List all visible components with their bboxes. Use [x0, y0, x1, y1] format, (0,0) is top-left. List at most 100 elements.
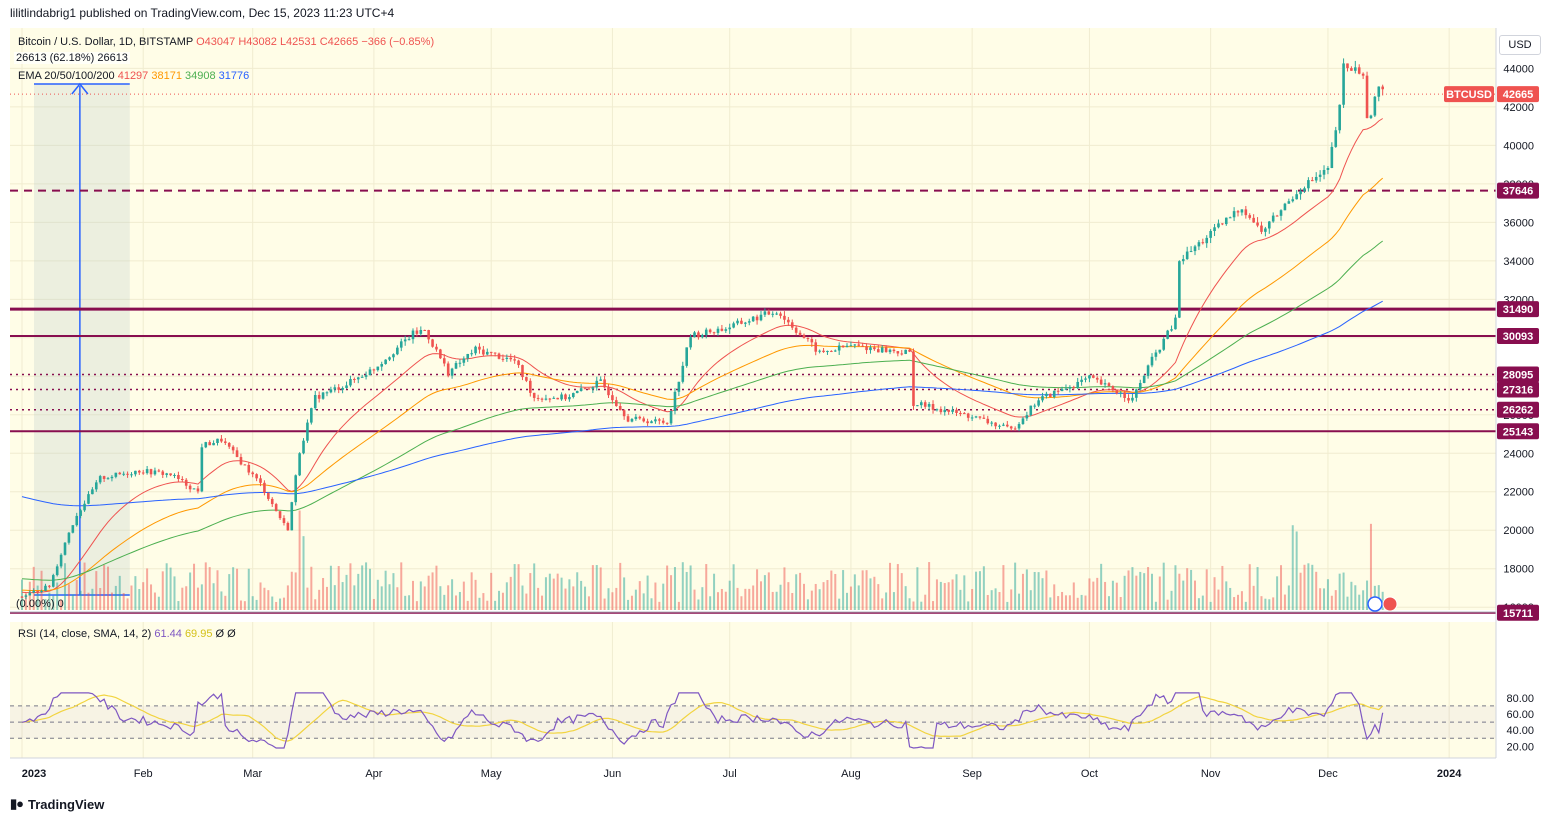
candle-body [525, 377, 528, 381]
price-tick-label: 44000 [1503, 63, 1534, 75]
candle-body [384, 359, 387, 365]
measure-tool[interactable] [34, 82, 130, 596]
volume-bar [173, 576, 176, 610]
volume-bar [826, 580, 829, 610]
candle-body [153, 470, 157, 475]
volume-bar [21, 579, 23, 610]
candle-body [916, 405, 919, 407]
measure-legend: 26613 (62.18%) 26613 [14, 52, 130, 64]
candle-body [1006, 424, 1009, 427]
volume-bar [1143, 573, 1146, 610]
candle-body [345, 385, 348, 388]
volume-bar [243, 601, 246, 610]
ohlc-low: L42531 [279, 36, 317, 48]
candle-body [446, 363, 450, 376]
candle-body [298, 453, 301, 476]
volume-bar [595, 565, 598, 610]
volume-bar [79, 590, 82, 610]
level-badge-label: 27316 [1503, 384, 1534, 396]
candle-body [118, 472, 122, 475]
volume-bar [318, 589, 321, 610]
volume-bar [1248, 564, 1251, 610]
volume-bar [1190, 569, 1193, 610]
candle-body [693, 332, 696, 338]
rsi-legend[interactable]: RSI (14, close, SMA, 14, 2) 61.44 69.95 … [18, 628, 236, 640]
candle-body [94, 482, 98, 490]
volume-bar [1010, 589, 1013, 610]
time-tick-label: Aug [841, 768, 861, 780]
candle-body [442, 358, 446, 364]
candle-body [83, 503, 86, 511]
volume-bar [1006, 601, 1009, 610]
volume-bar [314, 599, 317, 610]
volume-bar [1061, 591, 1064, 610]
volume-bar [431, 572, 434, 610]
level-badge [1497, 604, 1539, 621]
candle-body [826, 350, 829, 353]
rsi-pane-bg [10, 622, 1496, 758]
volume-bar [654, 582, 657, 610]
level-badge [1497, 366, 1539, 383]
volume-bar [1323, 588, 1326, 610]
candle-body [1142, 375, 1146, 383]
candle-body [1228, 217, 1232, 219]
candle-body [157, 470, 161, 472]
volume-bar [451, 579, 454, 610]
candle-body [1076, 381, 1079, 388]
candle-body [642, 418, 645, 422]
candle-body [1365, 75, 1369, 119]
volume-bar [1045, 570, 1048, 610]
candle-body [869, 347, 872, 351]
volume-bar [885, 592, 888, 610]
volume-bar [349, 563, 352, 610]
tradingview-logo[interactable]: ▮● TradingView [10, 796, 104, 812]
candle-body [403, 339, 407, 342]
ema-legend[interactable]: EMA 20/50/100/200 41297 38171 34908 3177… [18, 70, 249, 82]
time-tick-label: Sep [962, 768, 982, 780]
candle-body [1189, 251, 1193, 253]
level-badge [1497, 423, 1539, 440]
symbol-legend[interactable]: Bitcoin / U.S. Dollar, 1D, BITSTAMP O430… [18, 36, 434, 48]
candle-body [556, 397, 559, 400]
candle-body [1311, 180, 1314, 182]
time-tick-label: Feb [134, 768, 153, 780]
candle-body [325, 392, 329, 394]
volume-bar [713, 573, 716, 610]
volume-bar [1092, 581, 1095, 610]
candles [20, 58, 1384, 600]
candle-body [493, 352, 497, 354]
volume-bar [435, 565, 438, 610]
volume-bar [24, 592, 27, 610]
volume-bar [329, 565, 332, 610]
level-badge-label: 37646 [1503, 186, 1534, 198]
symbol-name: Bitcoin / U.S. Dollar, 1D, BITSTAMP [18, 36, 194, 48]
volume-bar [1025, 569, 1028, 610]
volume-bar [892, 592, 895, 610]
volume-bar [353, 585, 356, 610]
candle-body [106, 478, 110, 480]
candle-body [806, 337, 810, 340]
volume-bar [994, 588, 997, 610]
candle-body [1244, 209, 1248, 216]
candle-body [1092, 375, 1095, 378]
candle-body [1095, 377, 1099, 380]
candle-body [963, 413, 966, 415]
candle-body [1252, 217, 1255, 223]
volume-bar [881, 598, 884, 610]
candle-body [861, 345, 864, 347]
currency-button[interactable]: USD [1499, 35, 1541, 55]
time-tick-label: Apr [365, 768, 382, 780]
candle-body [568, 397, 571, 400]
candle-body [998, 425, 1001, 427]
volume-bar [1358, 594, 1361, 610]
volume-bar [118, 575, 121, 610]
volume-bar [916, 567, 919, 610]
horizontal-levels[interactable] [10, 93, 1496, 614]
candle-body [1346, 63, 1349, 69]
candle-body [149, 469, 153, 475]
candle-body [927, 404, 931, 407]
volume-bar [748, 588, 751, 610]
candle-body [802, 334, 806, 338]
candle-body [98, 476, 102, 483]
